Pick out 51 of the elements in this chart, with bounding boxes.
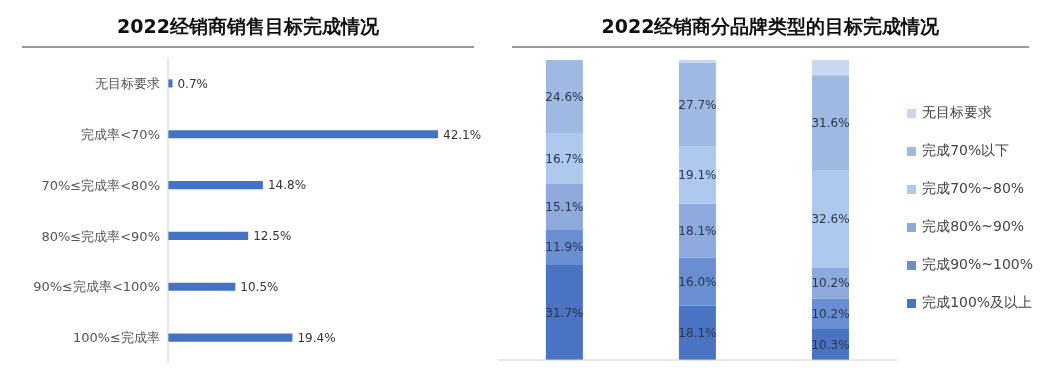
bar: [678, 60, 716, 63]
data-label: 18.1%: [678, 326, 717, 341]
data-label: 14.8%: [267, 178, 307, 193]
chart-title: 2022经销商销售目标完成情况: [22, 14, 474, 48]
data-label: 32.6%: [811, 212, 850, 227]
bar: [545, 264, 583, 360]
data-label: 19.4%: [297, 330, 336, 345]
data-label: 12.5%: [253, 229, 292, 244]
y-tick-label: 70%≤完成率<80%: [41, 177, 160, 193]
y-tick-label: 100%≤完成率: [72, 330, 160, 346]
legend-label: 完成80%~90%: [922, 218, 1025, 236]
bar: [678, 257, 716, 306]
bar: [168, 282, 236, 291]
data-label: 24.6%: [545, 90, 584, 105]
bar: [545, 60, 583, 134]
bar: [811, 170, 849, 268]
bar: [811, 60, 849, 76]
y-tick-label: 完成率<70%: [81, 126, 160, 142]
legend-label: 无目标要求: [922, 104, 993, 122]
bar: [678, 63, 716, 147]
y-tick-label: 无目标要求: [95, 76, 160, 92]
bar: [678, 146, 716, 204]
legend-label: 完成90%~100%: [922, 256, 1033, 274]
data-label: 19.1%: [678, 168, 717, 183]
data-label: 18.1%: [678, 223, 717, 238]
data-label: 27.7%: [678, 97, 717, 112]
legend-label: 完成70%~80%: [922, 180, 1025, 198]
chart-title: 2022经销商分品牌类型的目标完成情况: [512, 14, 1029, 48]
data-label: 11.9%: [545, 240, 584, 255]
legend-label: 完成100%及以上: [922, 294, 1033, 312]
bar: [678, 203, 716, 258]
data-label: 15.1%: [545, 199, 584, 214]
y-tick-label: 90%≤完成率<100%: [33, 279, 160, 295]
data-label: 31.6%: [811, 115, 850, 130]
bar: [811, 75, 849, 171]
bar: [168, 181, 263, 190]
data-label: 10.2%: [811, 276, 850, 291]
legend-label: 完成70%以下: [922, 142, 1010, 160]
y-tick-label: 80%≤完成率<90%: [41, 228, 160, 244]
data-label: 10.5%: [240, 280, 279, 295]
bar: [545, 133, 583, 184]
data-label: 0.7%: [177, 76, 208, 91]
data-label: 16.7%: [545, 152, 584, 167]
data-label: 10.3%: [811, 337, 850, 352]
bar: [168, 231, 249, 240]
bar: [168, 130, 438, 139]
data-label: 31.7%: [545, 305, 584, 320]
data-label: 42.1%: [443, 127, 482, 142]
data-label: 10.2%: [811, 307, 850, 322]
data-label: 16.0%: [678, 274, 717, 289]
bar: [168, 333, 293, 342]
